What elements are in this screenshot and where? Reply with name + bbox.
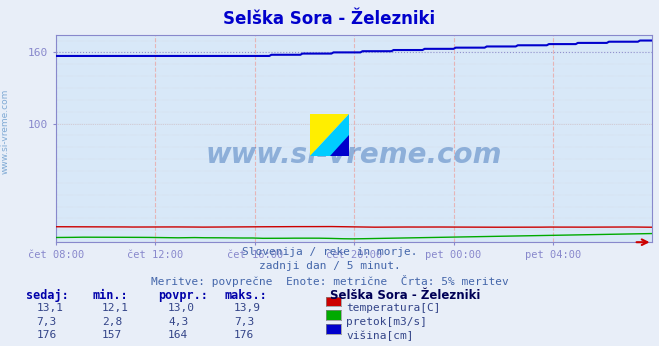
Text: 13,1: 13,1 bbox=[36, 303, 63, 313]
Text: www.si-vreme.com: www.si-vreme.com bbox=[1, 89, 10, 174]
Text: 13,0: 13,0 bbox=[168, 303, 195, 313]
Text: www.si-vreme.com: www.si-vreme.com bbox=[206, 141, 502, 169]
Text: Meritve: povprečne  Enote: metrične  Črta: 5% meritev: Meritve: povprečne Enote: metrične Črta:… bbox=[151, 275, 508, 287]
Text: pretok[m3/s]: pretok[m3/s] bbox=[346, 317, 427, 327]
Polygon shape bbox=[310, 114, 349, 156]
Polygon shape bbox=[330, 135, 349, 156]
Text: temperatura[C]: temperatura[C] bbox=[346, 303, 440, 313]
Text: sedaj:: sedaj: bbox=[26, 289, 69, 302]
Text: povpr.:: povpr.: bbox=[158, 289, 208, 302]
Text: zadnji dan / 5 minut.: zadnji dan / 5 minut. bbox=[258, 261, 401, 271]
Text: 13,9: 13,9 bbox=[234, 303, 261, 313]
Text: 4,3: 4,3 bbox=[168, 317, 188, 327]
Polygon shape bbox=[310, 114, 349, 156]
Text: min.:: min.: bbox=[92, 289, 128, 302]
Text: 2,8: 2,8 bbox=[102, 317, 123, 327]
Text: višina[cm]: višina[cm] bbox=[346, 330, 413, 341]
Text: 164: 164 bbox=[168, 330, 188, 340]
Text: Selška Sora - Železniki: Selška Sora - Železniki bbox=[223, 10, 436, 28]
Text: 12,1: 12,1 bbox=[102, 303, 129, 313]
Text: Slovenija / reke in morje.: Slovenija / reke in morje. bbox=[242, 247, 417, 257]
Text: 176: 176 bbox=[234, 330, 254, 340]
Text: 7,3: 7,3 bbox=[36, 317, 57, 327]
Text: 157: 157 bbox=[102, 330, 123, 340]
Text: 7,3: 7,3 bbox=[234, 317, 254, 327]
Text: maks.:: maks.: bbox=[224, 289, 267, 302]
Text: 176: 176 bbox=[36, 330, 57, 340]
Text: Selška Sora - Železniki: Selška Sora - Železniki bbox=[330, 289, 480, 302]
